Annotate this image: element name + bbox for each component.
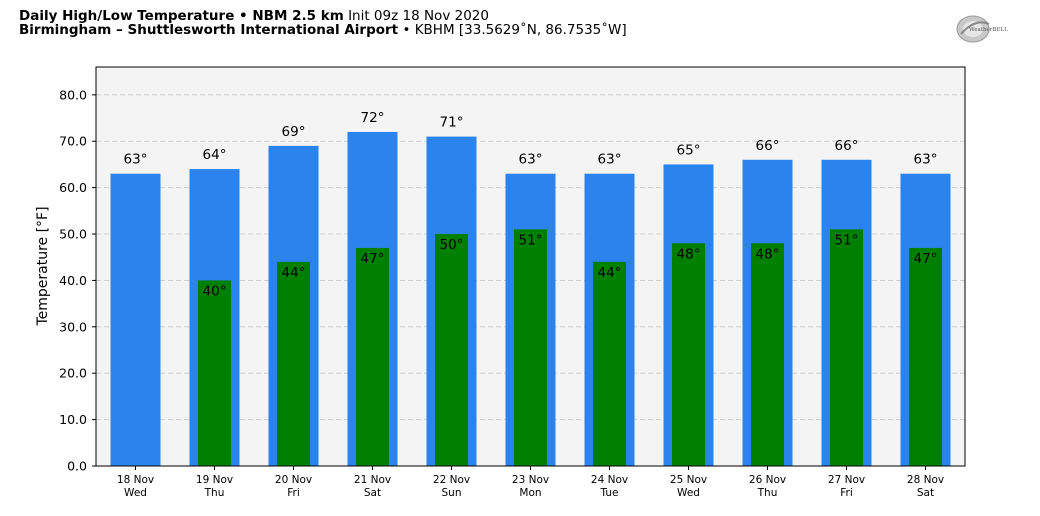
x-tick-weekday: Wed bbox=[677, 487, 700, 499]
low-temp-label: 47° bbox=[914, 251, 938, 267]
low-temp-label: 44° bbox=[282, 265, 306, 281]
y-axis: 0.0 10.0 20.0 30.0 40.0 50.0 60.0 70.0 80.0 bbox=[59, 87, 96, 474]
y-tick-label: 40.0 bbox=[59, 273, 87, 288]
y-tick-label: 60.0 bbox=[59, 180, 87, 195]
low-temp-bar bbox=[593, 261, 626, 466]
data-labels: 63° 64° 69° 72° 71° 63° 63° 65° 66° 66° 63° 40° 44° 4… bbox=[124, 110, 938, 299]
low-temp-label: 48° bbox=[756, 246, 780, 262]
low-temp-label: 47° bbox=[361, 251, 385, 267]
x-tick-weekday: Sat bbox=[364, 487, 381, 499]
x-tick-date: 25 Nov bbox=[670, 474, 707, 486]
x-tick-weekday: Thu bbox=[204, 487, 225, 499]
x-tick-weekday: Mon bbox=[519, 487, 541, 499]
high-temp-label: 63° bbox=[914, 152, 938, 168]
low-temp-bar bbox=[830, 229, 863, 466]
y-tick-label: 0.0 bbox=[67, 459, 87, 474]
x-tick-date: 20 Nov bbox=[275, 474, 312, 486]
low-temp-label: 50° bbox=[440, 237, 464, 253]
low-temp-label: 48° bbox=[677, 246, 701, 262]
y-tick-label: 50.0 bbox=[59, 227, 87, 242]
chart-title-main: Daily High/Low Temperature • NBM 2.5 km bbox=[19, 8, 344, 24]
y-tick-label: 80.0 bbox=[59, 87, 87, 102]
x-tick-date: 18 Nov bbox=[117, 474, 154, 486]
low-temp-label: 40° bbox=[203, 283, 227, 299]
chart-title: Daily High/Low Temperature • NBM 2.5 km … bbox=[19, 9, 489, 24]
low-temp-bar bbox=[356, 247, 389, 466]
x-tick-weekday: Thu bbox=[757, 487, 778, 499]
y-axis-label: Temperature [°F] bbox=[35, 206, 51, 326]
low-temp-bar bbox=[435, 234, 468, 466]
x-tick-date: 22 Nov bbox=[433, 474, 470, 486]
high-temp-label: 66° bbox=[756, 138, 780, 154]
low-temp-bar bbox=[672, 243, 705, 466]
y-tick-label: 10.0 bbox=[59, 412, 87, 427]
high-temp-label: 64° bbox=[203, 147, 227, 163]
location-coords: • KBHM [33.5629˚N, 86.7535˚W] bbox=[402, 22, 627, 38]
x-tick-date: 21 Nov bbox=[354, 474, 391, 486]
location-name: Birmingham – Shuttlesworth International… bbox=[19, 22, 399, 38]
y-tick-label: 30.0 bbox=[59, 319, 87, 334]
low-temp-label: 51° bbox=[519, 232, 543, 248]
low-temp-label: 51° bbox=[835, 232, 859, 248]
x-tick-weekday: Wed bbox=[124, 487, 147, 499]
x-tick-date: 19 Nov bbox=[196, 474, 233, 486]
high-temp-label: 63° bbox=[124, 152, 148, 168]
low-temp-bar bbox=[277, 261, 310, 466]
high-temp-label: 69° bbox=[282, 124, 306, 140]
x-tick-weekday: Fri bbox=[840, 487, 853, 499]
low-temp-bar bbox=[198, 280, 231, 466]
y-tick-label: 20.0 bbox=[59, 366, 87, 381]
high-temp-label: 63° bbox=[598, 152, 622, 168]
high-temp-label: 71° bbox=[440, 115, 464, 131]
low-temp-bar bbox=[514, 229, 547, 466]
high-temp-label: 63° bbox=[519, 152, 543, 168]
logo-text: WeatherBELL bbox=[969, 27, 1008, 33]
high-temp-label: 66° bbox=[835, 138, 859, 154]
x-tick-weekday: Fri bbox=[287, 487, 300, 499]
x-tick-date: 24 Nov bbox=[591, 474, 628, 486]
high-temp-label: 72° bbox=[361, 110, 385, 126]
high-temp-bar bbox=[110, 173, 161, 467]
x-tick-weekday: Sun bbox=[442, 487, 462, 499]
x-tick-date: 28 Nov bbox=[907, 474, 944, 486]
weatherbell-logo-icon: WeatherBELL bbox=[956, 15, 1008, 43]
low-temp-bar bbox=[751, 243, 784, 466]
x-tick-date: 23 Nov bbox=[512, 474, 549, 486]
x-tick-date: 27 Nov bbox=[828, 474, 865, 486]
x-tick-date: 26 Nov bbox=[749, 474, 786, 486]
low-temp-bar bbox=[909, 247, 942, 466]
x-tick-weekday: Sat bbox=[917, 487, 934, 499]
y-tick-label: 70.0 bbox=[59, 134, 87, 149]
x-tick-weekday: Tue bbox=[600, 487, 619, 499]
chart-subtitle: Birmingham – Shuttlesworth International… bbox=[19, 23, 627, 38]
low-temp-label: 44° bbox=[598, 265, 622, 281]
high-temp-label: 65° bbox=[677, 142, 701, 158]
chart-init-time: Init 09z 18 Nov 2020 bbox=[348, 8, 489, 24]
bars bbox=[110, 131, 951, 467]
